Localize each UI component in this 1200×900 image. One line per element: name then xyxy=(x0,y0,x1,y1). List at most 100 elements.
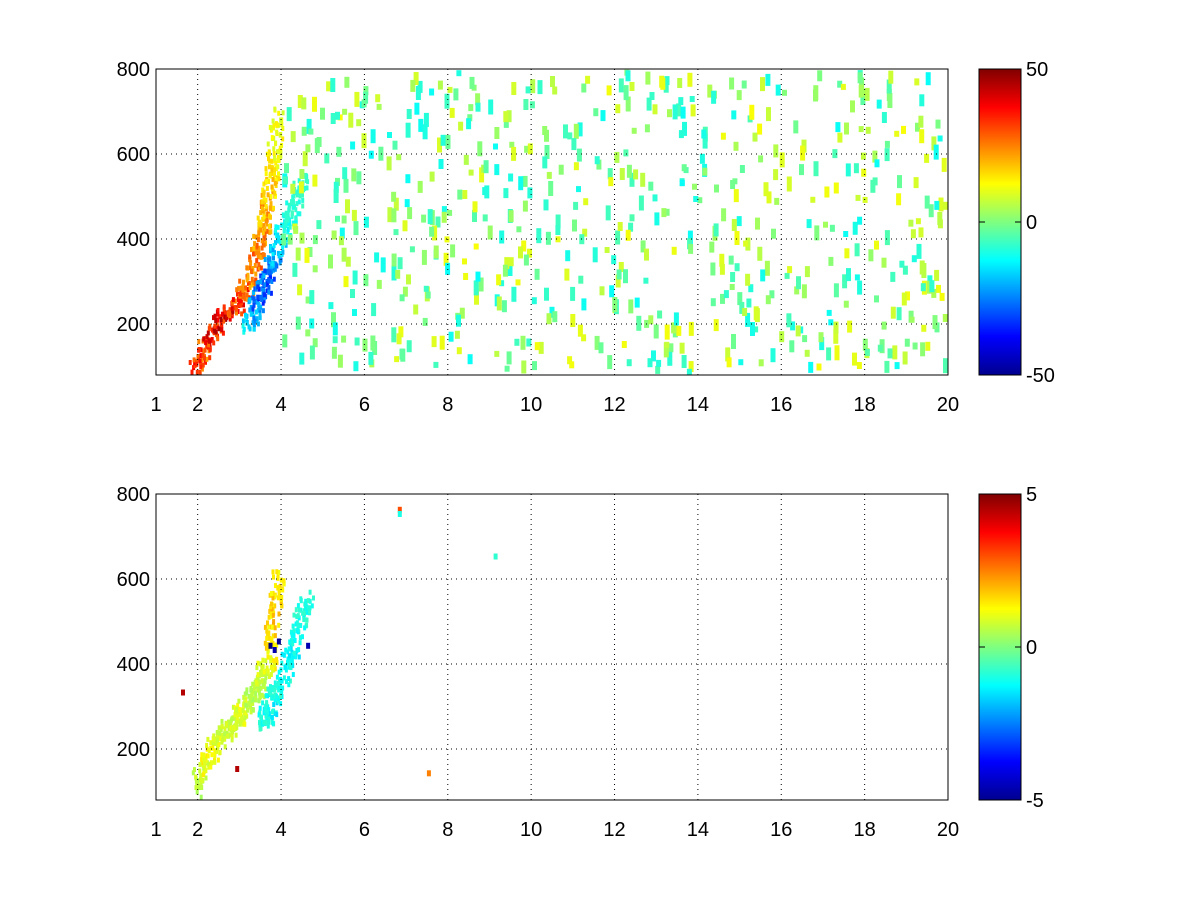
heatmap-cell xyxy=(295,648,299,653)
heatmap-cell xyxy=(354,337,360,346)
heatmap-cell xyxy=(272,122,276,128)
heatmap-cell xyxy=(857,216,863,225)
heatmap-cell xyxy=(273,603,277,609)
heatmap-cell xyxy=(273,697,277,703)
heatmap-cell xyxy=(203,355,206,361)
heatmap-cell xyxy=(256,215,260,221)
x-tick-label: 18 xyxy=(854,819,876,841)
heatmap-cell xyxy=(394,356,400,363)
heatmap-cell xyxy=(269,194,273,199)
heatmap-cell xyxy=(913,177,919,189)
heatmap-cell xyxy=(361,133,367,149)
heatmap-cell xyxy=(573,162,579,171)
heatmap-cell xyxy=(228,311,232,317)
heatmap-cell xyxy=(255,280,259,286)
heatmap-cell xyxy=(351,168,357,182)
heatmap-cell xyxy=(275,569,279,575)
heatmap-cell xyxy=(272,150,276,156)
heatmap-cell xyxy=(259,210,263,216)
heatmap-cell xyxy=(200,757,204,762)
heatmap-cell xyxy=(774,197,780,205)
heatmap-cell xyxy=(605,205,611,221)
heatmap-cell xyxy=(702,133,708,149)
heatmap-cell xyxy=(288,224,292,230)
heatmap-cell xyxy=(773,144,779,158)
heatmap-cell xyxy=(199,773,203,779)
heatmap-cell xyxy=(250,268,253,274)
heatmap-cell xyxy=(216,336,220,342)
heatmap-cell xyxy=(888,70,894,84)
heatmap-cell xyxy=(270,158,274,164)
heatmap-cell xyxy=(207,342,211,348)
heatmap-cell xyxy=(222,318,226,324)
heatmap-cell xyxy=(207,326,211,332)
heatmap-cell xyxy=(247,324,251,330)
heatmap-cell xyxy=(829,224,835,232)
heatmap-cell xyxy=(763,182,769,197)
heatmap-cell xyxy=(643,277,649,284)
x-tick-label: 1 xyxy=(150,819,161,841)
heatmap-cell xyxy=(671,246,677,255)
heatmap-cell xyxy=(264,171,268,177)
heatmap-cell xyxy=(237,285,241,291)
heatmap-cell xyxy=(775,84,781,96)
heatmap-cell xyxy=(659,75,665,88)
heatmap-cell xyxy=(270,171,274,176)
heatmap-cell xyxy=(277,622,281,628)
colorbar-bottom: -5 0 5 xyxy=(978,484,1044,812)
heatmap-cell xyxy=(664,324,670,340)
heatmap-cell xyxy=(251,282,254,288)
heatmap-cell xyxy=(459,307,465,319)
heatmap-cell xyxy=(234,720,238,726)
heatmap-cell xyxy=(576,186,581,193)
heatmap-cell xyxy=(275,660,279,666)
heatmap-cell xyxy=(506,351,512,365)
heatmap-cell xyxy=(520,335,526,350)
heatmap-cell xyxy=(205,746,209,752)
heatmap-cell xyxy=(192,357,196,363)
heatmap-cell xyxy=(215,730,219,735)
heatmap-cell xyxy=(509,141,515,148)
heatmap-cell xyxy=(263,624,267,630)
heatmap-cell xyxy=(305,144,311,153)
heatmap-cell xyxy=(274,682,278,688)
heatmap-cell xyxy=(330,78,336,92)
heatmap-cell xyxy=(938,197,944,212)
heatmap-cell xyxy=(543,199,549,211)
heatmap-cell xyxy=(328,254,333,269)
heatmap-cell xyxy=(276,155,280,160)
x-tick-label: 8 xyxy=(442,394,453,416)
heatmap-cell xyxy=(527,248,532,258)
heatmap-cell xyxy=(267,269,271,275)
heatmap-cell xyxy=(657,310,663,319)
heatmap-cell xyxy=(261,300,265,306)
heatmap-cell xyxy=(201,772,205,778)
heatmap-cell xyxy=(217,725,221,731)
heatmap-cell xyxy=(731,334,736,349)
heatmap-cell xyxy=(884,140,890,148)
heatmap-cell xyxy=(615,230,621,245)
heatmap-cell xyxy=(573,201,579,210)
heatmap-cell xyxy=(518,176,524,191)
heatmap-cell xyxy=(276,238,280,244)
heatmap-cell xyxy=(387,207,393,223)
colorbar-tick-labels-bottom: -5 0 5 xyxy=(979,484,1044,812)
heatmap-cell xyxy=(216,757,220,763)
heatmap-cell xyxy=(874,240,879,250)
heatmap-cell xyxy=(256,237,260,243)
heatmap-cell xyxy=(617,222,623,231)
heatmap-cell xyxy=(844,122,849,135)
heatmap-cell xyxy=(259,265,263,271)
heatmap-cell xyxy=(298,211,302,217)
heatmap-cell xyxy=(331,346,337,359)
heatmap-cell xyxy=(258,315,262,321)
heatmap-cell xyxy=(276,149,280,155)
heatmap-cell xyxy=(437,137,442,153)
heatmap-cell xyxy=(198,768,202,774)
heatmap-cell xyxy=(270,613,274,619)
heatmap-cell xyxy=(251,309,255,315)
heatmap-cell xyxy=(673,312,679,326)
heatmap-cell xyxy=(235,766,240,772)
heatmap-cell xyxy=(736,90,742,101)
heatmap-cell xyxy=(693,196,699,202)
